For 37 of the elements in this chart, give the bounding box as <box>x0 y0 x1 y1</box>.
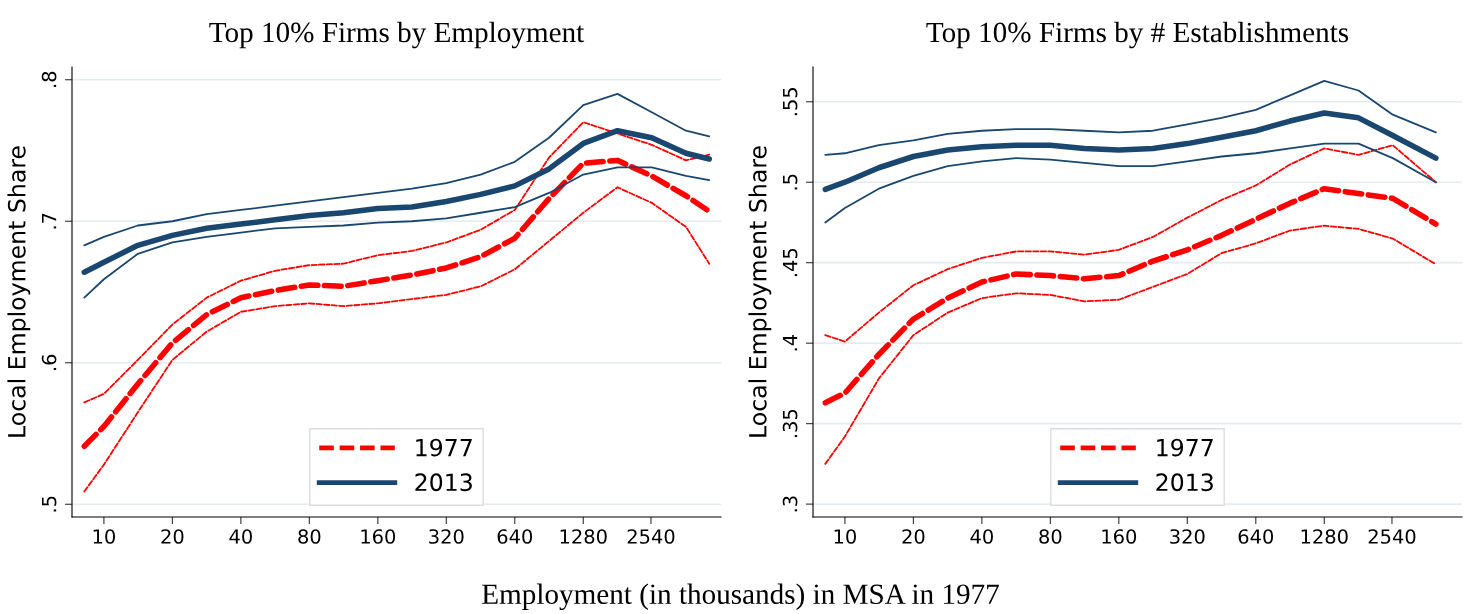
x-tick-label: 20 <box>161 529 184 544</box>
x-tick-label: 80 <box>1039 529 1062 544</box>
legend-label: 2013 <box>1156 473 1213 492</box>
y-tick-label: .8 <box>41 71 57 87</box>
x-tick-label: 10 <box>834 529 856 544</box>
x-tick-label: 40 <box>970 529 993 544</box>
y-tick-label: .5 <box>782 174 798 190</box>
x-tick-label: 640 <box>1238 529 1274 544</box>
x-tick-label: 80 <box>298 529 321 544</box>
x-tick-label: 10 <box>93 529 115 544</box>
x-tick-label: 160 <box>1102 529 1137 544</box>
x-tick-label: 2540 <box>627 529 675 544</box>
x-tick-label: 320 <box>429 529 464 544</box>
x-axis-title: Employment (in thousands) in MSA in 1977 <box>482 583 999 611</box>
legend-label: 1977 <box>416 438 472 457</box>
x-tick-label: 1280 <box>560 529 607 544</box>
legend-label: 1977 <box>1157 438 1213 457</box>
chart-title: Top 10% Firms by # Establishments <box>926 21 1349 49</box>
y-tick-label: .35 <box>782 409 798 438</box>
chart-title: Top 10% Firms by Employment <box>209 21 585 49</box>
x-tick-label: 20 <box>902 529 925 544</box>
x-tick-label: 160 <box>361 529 396 544</box>
x-tick-label: 640 <box>497 529 533 544</box>
y-tick-label: .7 <box>41 213 57 229</box>
y-axis-title: Local Employment Share <box>7 146 31 437</box>
y-tick-label: .3 <box>782 496 798 512</box>
y-axis-title: Local Employment Share <box>748 146 772 437</box>
y-tick-label: .5 <box>41 496 57 512</box>
y-tick-label: .6 <box>41 354 57 370</box>
y-tick-label: .4 <box>782 334 798 351</box>
x-tick-label: 40 <box>229 529 252 544</box>
x-tick-label: 1280 <box>1301 529 1348 544</box>
y-tick-label: .45 <box>782 248 798 277</box>
legend-label: 2013 <box>415 473 472 492</box>
y-tick-label: .55 <box>782 88 798 116</box>
x-tick-label: 320 <box>1170 529 1205 544</box>
x-tick-label: 2540 <box>1368 529 1416 544</box>
